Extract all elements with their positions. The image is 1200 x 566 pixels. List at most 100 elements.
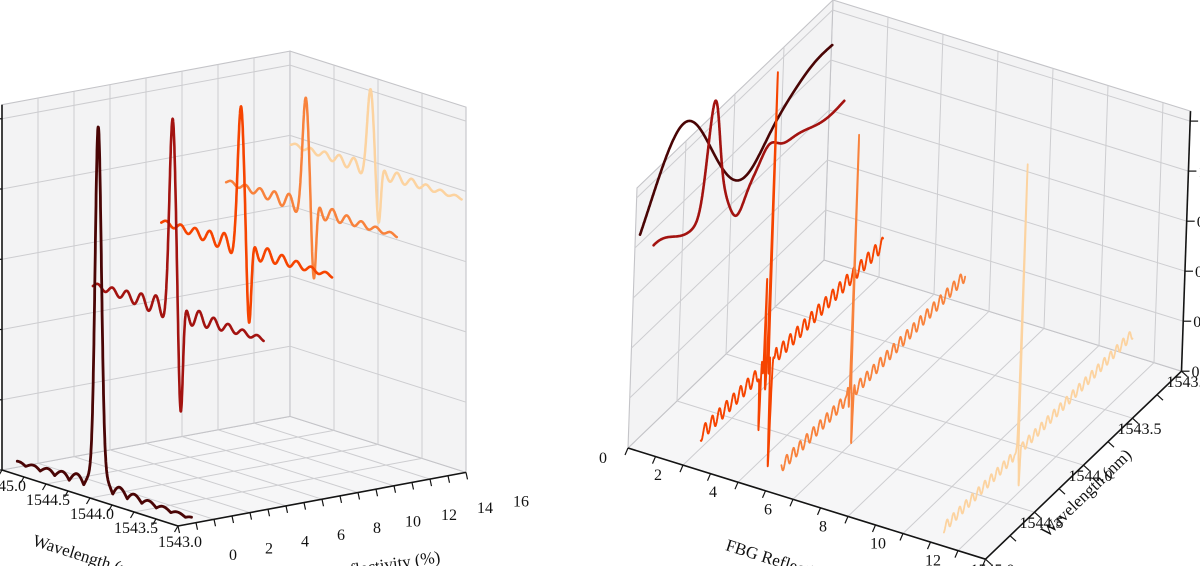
grid-line	[289, 345, 467, 403]
left-3d-plot: 0 2 4 6 8 10 12 14 16 1543.01543.51544.01544.5154…	[0, 50, 529, 566]
tick-mark	[761, 490, 767, 499]
reflectivity-axis	[627, 447, 986, 560]
reflectivity-tick-label: 14	[477, 500, 493, 517]
reflectivity-tick-label: 6	[764, 501, 772, 518]
grid-line	[933, 34, 944, 295]
tick-mark	[447, 475, 451, 483]
grid-line	[636, 9, 833, 199]
grid-line	[1098, 85, 1109, 346]
reflectivity-tick-label: 12	[925, 553, 941, 566]
axis-title: FBG Reflectivity (%)	[293, 547, 442, 566]
wavelength-tick-label: 1544.5	[26, 492, 70, 509]
grid-line	[634, 59, 832, 249]
tick-mark	[465, 472, 469, 480]
grid-line	[725, 93, 736, 355]
wavelength-tick-label: 1543.5	[114, 520, 158, 537]
grid-line	[827, 159, 1186, 272]
tick-mark	[871, 524, 877, 533]
tick-mark	[195, 522, 199, 530]
grid-line	[832, 9, 1191, 122]
spectrum-curve-r5.2	[780, 133, 966, 472]
tick-mark	[1107, 441, 1115, 448]
wavelength-tick-label: 1543.5	[1118, 421, 1162, 438]
wavelength-tick-label: 1544.5	[1020, 515, 1064, 532]
tick-mark	[213, 519, 217, 527]
tick-mark	[1058, 488, 1066, 495]
grid-line	[289, 275, 467, 333]
axis-title: FBG Reflectivity (%)	[724, 536, 870, 566]
spectrum-curve-r0.85	[15, 125, 193, 519]
grid-line	[676, 400, 1035, 513]
tick-mark	[177, 525, 181, 534]
right-3d-plot: 0246810121545.01544.51544.01543.51543.00…	[599, 0, 1200, 566]
grid-line	[1, 134, 291, 190]
tick-mark	[267, 509, 271, 517]
z-axis	[1180, 111, 1192, 372]
tick-mark	[954, 550, 959, 558]
grid-line	[631, 159, 828, 349]
grid-line	[1, 345, 291, 401]
spectrum-curve-r5	[91, 117, 265, 413]
tick-mark	[624, 447, 629, 456]
tick-mark	[63, 490, 69, 498]
tick-mark	[393, 485, 397, 493]
spectrum-curve-r2.2	[699, 71, 884, 468]
grid-line	[829, 109, 1187, 222]
grid-line	[774, 306, 1133, 419]
tick-mark	[1009, 535, 1017, 542]
tick-mark	[19, 476, 25, 484]
wavelength-tick-label: 1545.0	[971, 562, 1015, 566]
wavelength-tick-label: 1544.0	[1069, 468, 1113, 485]
tick-mark	[679, 464, 684, 473]
grid-line	[1, 64, 291, 120]
tick-mark	[129, 511, 135, 519]
tick-mark	[926, 541, 932, 550]
grid-line	[1, 205, 291, 260]
tick-mark	[173, 525, 179, 533]
tick-mark	[844, 516, 849, 524]
grid-line	[45, 429, 335, 485]
tick-mark	[41, 483, 47, 491]
tick-mark	[411, 482, 415, 490]
reflectivity-tick-label: 0	[599, 450, 607, 467]
grid-line	[988, 51, 999, 312]
wavelength-tick-label: 1545.0	[0, 478, 26, 495]
reflectivity-tick-label: 8	[373, 520, 381, 537]
spectrum-curve-r12.4	[224, 96, 399, 280]
reflectivity-tick-label: 4	[709, 484, 717, 501]
tick-mark	[1132, 417, 1139, 425]
grid-line	[289, 134, 467, 192]
grid-line	[1153, 102, 1164, 363]
reflectivity-tick-label: 2	[265, 540, 273, 557]
tick-mark	[321, 499, 325, 507]
tick-mark	[706, 473, 712, 481]
grid-line	[133, 457, 423, 513]
z-tick-label: 0.75	[1197, 214, 1200, 231]
tick-mark	[151, 518, 157, 526]
reflectivity-tick-label: 4	[301, 534, 309, 551]
tick-mark	[1083, 464, 1090, 472]
grid-line	[878, 17, 889, 278]
grid-line	[289, 205, 467, 263]
tick-mark	[734, 481, 739, 490]
tick-mark	[0, 469, 3, 475]
spectrum-curve-r16	[289, 87, 463, 224]
grid-line	[632, 109, 830, 299]
tick-mark	[1156, 394, 1164, 401]
tick-mark	[789, 499, 794, 507]
grid-line	[89, 443, 379, 499]
wavelength-tick-label: 1543.0	[158, 534, 202, 551]
tick-mark	[303, 502, 307, 510]
reflectivity-tick-label: 6	[337, 527, 345, 544]
tick-mark	[981, 558, 987, 566]
tick-mark	[985, 558, 992, 566]
tick-mark	[85, 497, 91, 505]
tick-mark	[339, 495, 343, 504]
grid-line	[676, 140, 687, 402]
tick-mark	[816, 507, 822, 516]
grid-line	[1043, 68, 1054, 329]
tick-mark	[375, 489, 379, 497]
z-tick-label: 0.00	[1192, 364, 1200, 381]
